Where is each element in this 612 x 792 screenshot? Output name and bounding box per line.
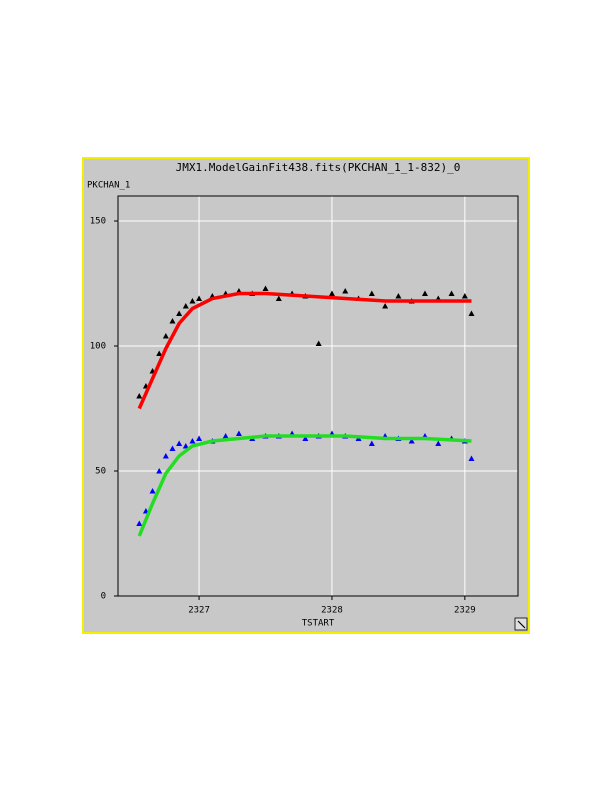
y-tick-label: 0 (101, 592, 106, 602)
data-point (461, 293, 468, 299)
y-tick-label: 100 (90, 342, 106, 352)
data-point (395, 293, 402, 299)
data-point (235, 430, 242, 436)
data-point (182, 303, 189, 309)
data-point (315, 340, 322, 346)
chart-title: JMX1.ModelGainFit438.fits(PKCHAN_1_1-832… (176, 161, 461, 174)
data-point (136, 393, 143, 399)
plot-area (117, 195, 519, 597)
data-point (182, 443, 189, 449)
resize-icon[interactable] (514, 617, 528, 631)
data-point (262, 285, 269, 291)
data-point (328, 290, 335, 296)
data-point (468, 310, 475, 316)
data-point (275, 295, 282, 301)
data-point (189, 438, 196, 444)
data-point (222, 433, 229, 439)
data-point (421, 290, 428, 296)
data-point (368, 290, 375, 296)
data-point (136, 520, 143, 526)
data-point (408, 438, 415, 444)
x-tick-label: 2328 (321, 606, 343, 616)
data-point (435, 440, 442, 446)
x-tick-label: 2327 (188, 606, 210, 616)
data-point (176, 310, 183, 316)
data-point (382, 303, 389, 309)
data-point (342, 288, 349, 294)
data-point (156, 350, 163, 356)
x-axis-label: TSTART (302, 619, 335, 629)
data-point (156, 468, 163, 474)
y-tick-label: 150 (90, 217, 106, 227)
fit-line (137, 291, 472, 410)
data-point (468, 455, 475, 461)
data-point (196, 295, 203, 301)
data-point (302, 435, 309, 441)
y-axis-label: PKCHAN_1 (87, 181, 130, 191)
data-point (169, 318, 176, 324)
y-tick-label: 50 (95, 467, 106, 477)
plot-frame (117, 195, 519, 597)
resize-arrow[interactable] (517, 620, 526, 629)
data-point (189, 298, 196, 304)
data-point (162, 453, 169, 459)
data-point (448, 290, 455, 296)
fit-line (137, 434, 472, 537)
data-point (196, 435, 203, 441)
data-point (176, 440, 183, 446)
x-tick-label: 2329 (454, 606, 476, 616)
data-point (368, 440, 375, 446)
data-point (149, 488, 156, 494)
data-point (169, 445, 176, 451)
data-point (162, 333, 169, 339)
